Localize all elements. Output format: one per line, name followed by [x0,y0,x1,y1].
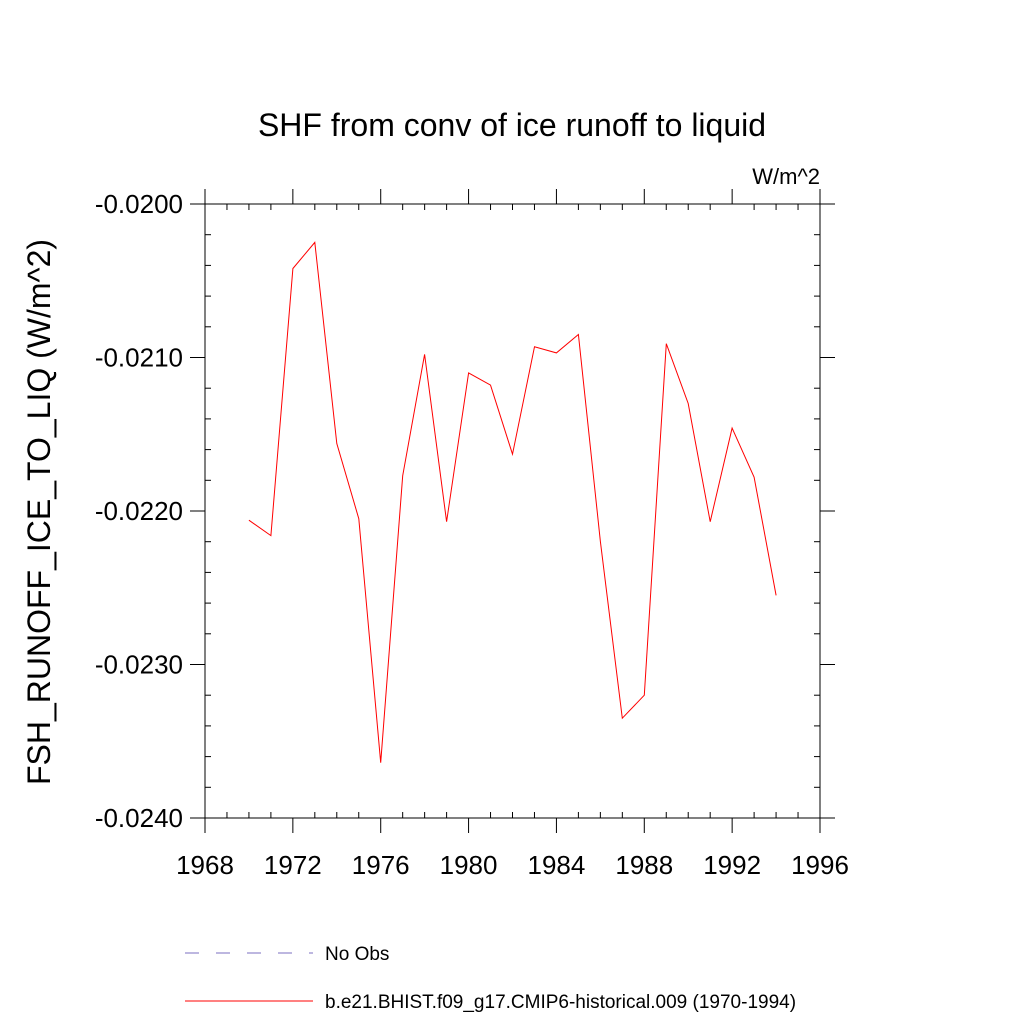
legend-label-historical: b.e21.BHIST.f09_g17.CMIP6-historical.009… [325,992,796,1013]
x-tick-label: 1988 [615,850,673,880]
x-tick-label: 1980 [440,850,498,880]
x-tick-label: 1984 [528,850,586,880]
x-tick-label: 1992 [703,850,761,880]
x-tick-labels: 1968 1972 1976 1980 1984 1988 1992 1996 [176,850,849,880]
y-tick-label: -0.0220 [95,496,183,526]
y-tick-label: -0.0210 [95,343,183,373]
y-axis-label: FSH_RUNOFF_ICE_TO_LIQ (W/m^2) [21,239,57,785]
y-tick-labels: -0.0240 -0.0230 -0.0220 -0.0210 -0.0200 [95,189,183,833]
units-label: W/m^2 [752,164,820,189]
legend: No Obs b.e21.BHIST.f09_g17.CMIP6-histori… [185,944,796,1013]
x-tick-label: 1968 [176,850,234,880]
y-tick-label: -0.0200 [95,189,183,219]
y-tick-label: -0.0230 [95,650,183,680]
plot-frame [204,203,821,819]
y-tick-label: -0.0240 [95,803,183,833]
x-tick-label: 1996 [791,850,849,880]
series-line [248,241,777,763]
chart-title: SHF from conv of ice runoff to liquid [258,107,766,143]
legend-label-no-obs: No Obs [325,944,389,965]
x-tick-label: 1976 [352,850,410,880]
series-layer [248,241,777,763]
axis-ticks [190,189,835,833]
x-tick-label: 1972 [264,850,322,880]
